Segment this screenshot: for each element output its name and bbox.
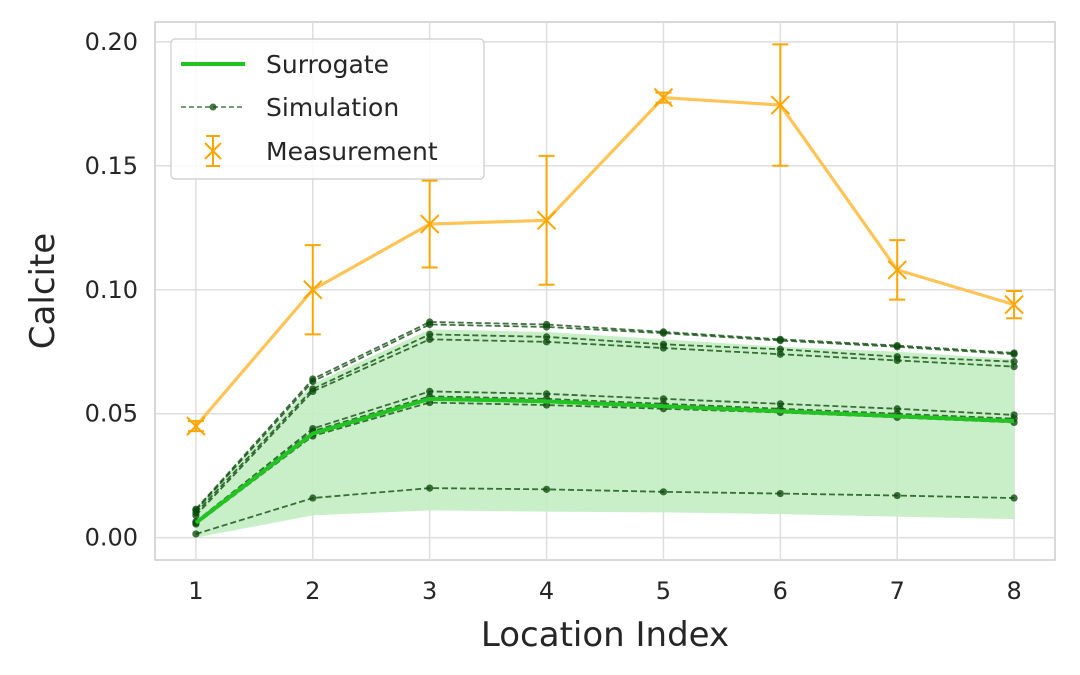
- simulation-point: [1010, 358, 1018, 366]
- surrogate-band-area: [195, 329, 1015, 538]
- simulation-point: [192, 511, 200, 519]
- legend-measurement-label: Measurement: [266, 137, 438, 166]
- simulation-point: [309, 494, 317, 502]
- simulation-line: [195, 395, 1015, 524]
- simulation-line: [195, 323, 1015, 512]
- x-tick-label: 8: [1006, 577, 1021, 605]
- x-tick-label: 2: [305, 577, 320, 605]
- measurement-point: [536, 154, 557, 286]
- measurement-marker-stroke: [770, 95, 791, 115]
- legend-simulation-label: Simulation: [266, 93, 399, 122]
- simulation-line: [195, 390, 1015, 523]
- measurement-point: [887, 239, 907, 301]
- x-tick-label: 1: [188, 577, 203, 605]
- measurement-point: [186, 416, 206, 436]
- simulation-point: [776, 345, 784, 353]
- measurement-marker-stroke: [419, 214, 440, 234]
- simulation-point: [776, 489, 784, 498]
- y-tick-label: 0.20: [85, 28, 138, 56]
- legend-surrogate-label: Surrogate: [266, 50, 389, 79]
- x-tick-label: 6: [773, 577, 788, 605]
- simulation-point: [426, 320, 434, 329]
- surrogate-line: [194, 396, 1015, 525]
- simulation-point: [542, 333, 551, 341]
- simulation-line: [195, 487, 1015, 535]
- simulation-line: [195, 321, 1015, 510]
- y-axis-label: Calcite: [23, 233, 63, 349]
- simulation-point: [776, 336, 784, 345]
- measurement-marker-stroke: [653, 87, 674, 108]
- simulation-line: [195, 333, 1015, 514]
- simulation-point: [1010, 350, 1018, 358]
- simulation-point: [426, 330, 434, 338]
- legend-simulation-marker: [209, 103, 217, 111]
- y-tick-label: 0.00: [85, 524, 138, 552]
- legend-measurement-swatch: [204, 135, 222, 167]
- x-axis-label: Location Index: [481, 615, 729, 655]
- x-tick-label: 5: [656, 577, 671, 605]
- x-tick-label: 3: [422, 577, 437, 605]
- simulation-point: [542, 390, 551, 398]
- measurement-point: [303, 244, 323, 336]
- simulation-point: [542, 323, 551, 331]
- simulation-point: [893, 356, 901, 365]
- simulation-point: [426, 387, 434, 396]
- simulation-point: [659, 395, 668, 403]
- simulation-point: [309, 387, 317, 396]
- simulation-point: [659, 329, 668, 337]
- simulation-point: [542, 338, 551, 346]
- measurement-point: [653, 87, 674, 108]
- simulation-point: [659, 488, 668, 496]
- simulation-point: [893, 405, 901, 413]
- simulation-point: [192, 530, 200, 538]
- simulation-point: [776, 400, 784, 408]
- y-tick-label: 0.05: [85, 400, 138, 428]
- measurement-point: [770, 43, 791, 167]
- simulation-point: [426, 335, 434, 343]
- simulation-point: [542, 485, 551, 493]
- measurement-marker-stroke: [1004, 294, 1024, 315]
- surrogate-line-group: [194, 396, 1015, 525]
- simulation-point: [1010, 363, 1018, 371]
- simulation-line: [195, 338, 1015, 516]
- measurement-marker-stroke: [186, 416, 206, 436]
- measurement-point: [1004, 290, 1024, 320]
- simulation-point: [659, 344, 668, 352]
- surrogate-band: [195, 329, 1015, 538]
- measurement-line: [194, 95, 1015, 428]
- simulation-point: [893, 343, 901, 351]
- simulation-point: [1010, 494, 1018, 502]
- measurement-point: [419, 179, 440, 269]
- x-tick-label: 4: [539, 577, 554, 605]
- simulation-point: [426, 484, 434, 492]
- tick-labels: 1 2 3 4 5 6 7 8 0.00 0.05 0.10 0.15 0.20: [85, 28, 1022, 605]
- x-tick-label: 7: [890, 577, 905, 605]
- simulation-point: [776, 350, 784, 358]
- y-tick-label: 0.10: [85, 276, 138, 304]
- measurement-marker-stroke: [887, 260, 907, 280]
- simulation-point: [893, 491, 901, 500]
- measurement-marker-stroke: [303, 280, 323, 300]
- legend: Surrogate Simulation Measurement: [170, 38, 485, 180]
- simulation-point: [309, 377, 317, 386]
- measurement-marker-stroke: [536, 210, 557, 231]
- legend-box: [170, 38, 485, 180]
- y-tick-label: 0.15: [85, 152, 138, 180]
- measurement-group: [186, 43, 1024, 436]
